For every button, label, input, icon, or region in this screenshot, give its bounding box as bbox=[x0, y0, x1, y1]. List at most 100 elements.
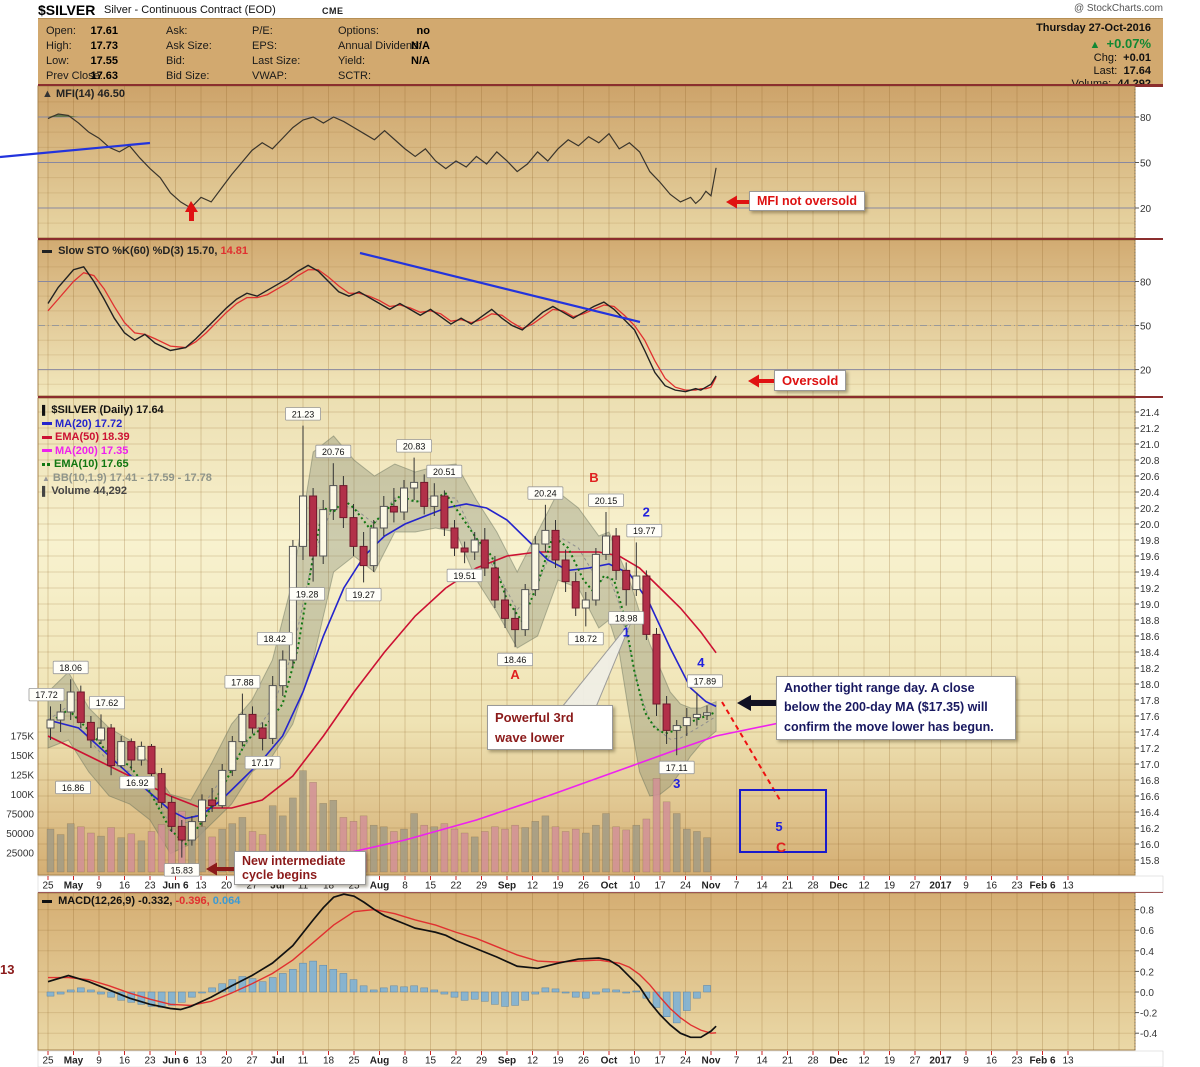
price-flag-label: 17.11 bbox=[666, 763, 688, 773]
volume-bar bbox=[491, 826, 499, 873]
macd-value: -0.332, bbox=[138, 895, 173, 907]
sto-label: Slow STO %K(60) %D(3) bbox=[58, 245, 184, 257]
price-flag bbox=[588, 493, 624, 507]
percent-change: ▲ +0.07% bbox=[1089, 36, 1151, 51]
macd-histogram-bar bbox=[208, 987, 216, 993]
axis-tick-label: 16.8 bbox=[1140, 776, 1160, 787]
volume-bar bbox=[642, 818, 651, 873]
wave5-target-box bbox=[739, 789, 827, 853]
macd-histogram-bar bbox=[46, 991, 55, 997]
macd-histogram-bar bbox=[238, 976, 247, 993]
volume-bar bbox=[77, 826, 85, 873]
axis-tick-label: 17.4 bbox=[1140, 728, 1160, 739]
axis-tick-label: 20.0 bbox=[1140, 520, 1160, 531]
macd-line bbox=[47, 893, 717, 1039]
price-flag-label: 15.83 bbox=[171, 865, 194, 875]
price-flag-label: 20.51 bbox=[433, 467, 456, 477]
tri-icon: ▲ bbox=[42, 473, 50, 483]
macd-histogram-bar bbox=[622, 991, 630, 994]
change-row: Chg: +0.01 bbox=[1093, 52, 1151, 64]
price-flag-label: 16.92 bbox=[126, 778, 149, 788]
macd-histogram-bar bbox=[632, 990, 641, 993]
axis-tick-label: -0.4 bbox=[1140, 1029, 1158, 1040]
candle-body bbox=[591, 553, 600, 601]
x-axis-label: Dec bbox=[829, 881, 848, 892]
candle-body bbox=[652, 633, 661, 705]
axis-tick-label: 18.8 bbox=[1140, 616, 1160, 627]
ticker-name: Silver - Continuous Contract (EOD) bbox=[104, 4, 276, 16]
macd-histogram-bar bbox=[87, 989, 95, 993]
price-flag-label: 17.88 bbox=[231, 677, 254, 687]
dividend-label: Annual Dividend: bbox=[338, 40, 422, 52]
volume-bar bbox=[470, 836, 479, 873]
macd-histogram-bar bbox=[420, 987, 428, 993]
volume-bar bbox=[521, 827, 529, 873]
macd-histogram-bar bbox=[693, 991, 701, 999]
options-value: no bbox=[416, 25, 430, 37]
candle-body bbox=[531, 543, 540, 591]
x-axis-label: 8 bbox=[402, 1056, 408, 1067]
overlay-EMA(50) bbox=[47, 551, 717, 809]
x-axis-label: 10 bbox=[629, 1056, 641, 1067]
price-flag bbox=[244, 756, 281, 770]
macd-histogram-bar bbox=[258, 981, 267, 993]
candle-body bbox=[511, 617, 520, 631]
macd-histogram-bar bbox=[309, 960, 317, 993]
volume-bar bbox=[228, 823, 237, 873]
x-axis-label: 8 bbox=[402, 881, 408, 892]
macd-histogram-bar bbox=[107, 991, 115, 998]
candle-body bbox=[198, 799, 206, 823]
axis-tick-label: 19.0 bbox=[1140, 600, 1160, 611]
candle-body bbox=[612, 535, 621, 571]
axis-tick-label: 17.2 bbox=[1140, 744, 1160, 755]
bid-label: Bid: bbox=[166, 55, 185, 67]
x-axis-label: 10 bbox=[629, 881, 641, 892]
macd-histogram-bar bbox=[289, 969, 297, 993]
new-cycle-annotation: New intermediate cycle begins bbox=[234, 851, 366, 885]
axis-tick-label: 0.4 bbox=[1140, 947, 1154, 958]
price-flag bbox=[256, 632, 293, 646]
candle-body bbox=[400, 487, 408, 513]
price-flag bbox=[345, 588, 382, 602]
candle-body bbox=[127, 741, 136, 761]
sto-trendline bbox=[359, 251, 641, 324]
axis-tick-label: 19.2 bbox=[1140, 584, 1160, 595]
x-axis-label: 13 bbox=[195, 1056, 207, 1067]
volume-bar bbox=[511, 824, 519, 873]
price-flag-label: 17.72 bbox=[35, 690, 58, 700]
axis-tick-label: 18.6 bbox=[1140, 632, 1160, 643]
price-flag bbox=[426, 464, 463, 479]
price-flag-label: 19.77 bbox=[633, 526, 656, 536]
candle-body bbox=[208, 799, 217, 807]
axis-tick-label: 0.8 bbox=[1140, 906, 1154, 917]
candle-body bbox=[470, 539, 479, 553]
candle-body bbox=[642, 575, 651, 635]
mfi-legend: ▲ MFI(14) 46.50 bbox=[42, 88, 125, 102]
candle-body bbox=[329, 485, 338, 511]
candle-icon: ▌ bbox=[42, 405, 49, 415]
macd-histogram-bar bbox=[683, 991, 691, 1011]
x-axis-label: 11 bbox=[298, 881, 309, 892]
x-axis-label: Jul bbox=[270, 1056, 285, 1067]
volume-bar bbox=[390, 831, 398, 873]
macd-histogram-bar bbox=[703, 985, 711, 993]
axis-tick-label: 17.8 bbox=[1140, 696, 1160, 707]
line-swatch-icon bbox=[42, 249, 52, 253]
ticker-symbol: $SILVER bbox=[38, 2, 96, 18]
macd-histogram-bar bbox=[612, 989, 620, 993]
price-flag bbox=[55, 780, 91, 795]
macd-histogram-bar bbox=[390, 985, 398, 993]
options-label: Options: bbox=[338, 25, 379, 37]
volume-bar bbox=[662, 801, 671, 873]
volume-bar bbox=[157, 824, 166, 873]
wave-4-label: 4 bbox=[697, 655, 705, 670]
legend-label: MA(20) 17.72 bbox=[55, 417, 123, 430]
legend-row: ▌ Volume 44,292 bbox=[42, 485, 212, 499]
pe-label: P/E: bbox=[252, 25, 273, 37]
candle-body bbox=[703, 712, 711, 716]
volume-bar bbox=[652, 778, 661, 873]
candle-body bbox=[177, 825, 186, 841]
x-axis-label: 23 bbox=[1011, 1056, 1023, 1067]
candle-body bbox=[561, 559, 570, 583]
volume-bar bbox=[551, 826, 560, 873]
